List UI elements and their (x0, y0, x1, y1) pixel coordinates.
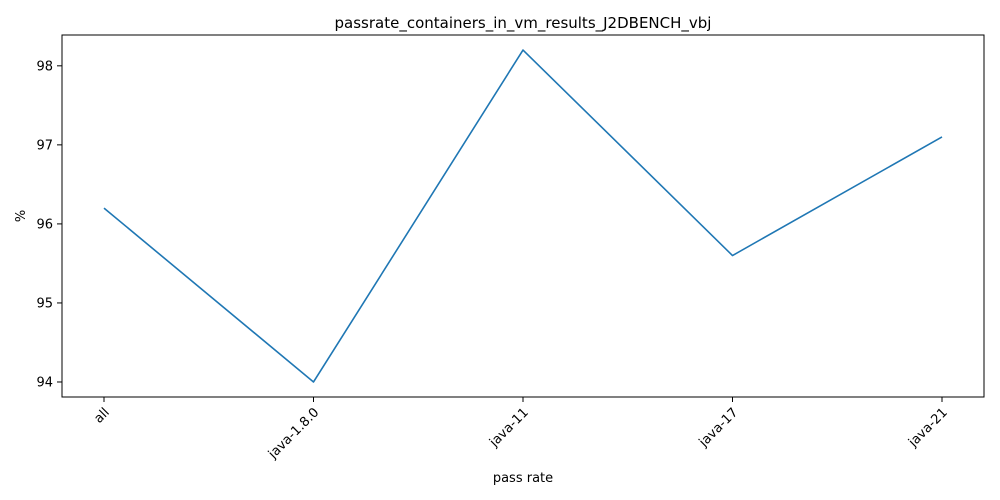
plot-series (103, 49, 943, 383)
y-tick-label: 98 (36, 59, 53, 74)
y-tick-label: 96 (36, 217, 53, 232)
chart-title: passrate_containers_in_vm_results_J2DBEN… (335, 14, 712, 33)
y-axis-label: % (14, 210, 29, 222)
x-axis-label: pass rate (493, 471, 553, 486)
y-axis-ticks: 94 95 96 97 98 (36, 59, 62, 390)
y-tick-label: 95 (36, 296, 53, 311)
y-tick-label: 94 (36, 375, 53, 390)
series-line (103, 49, 943, 383)
plot-frame (61, 34, 985, 398)
y-tick-label: 97 (36, 138, 53, 153)
